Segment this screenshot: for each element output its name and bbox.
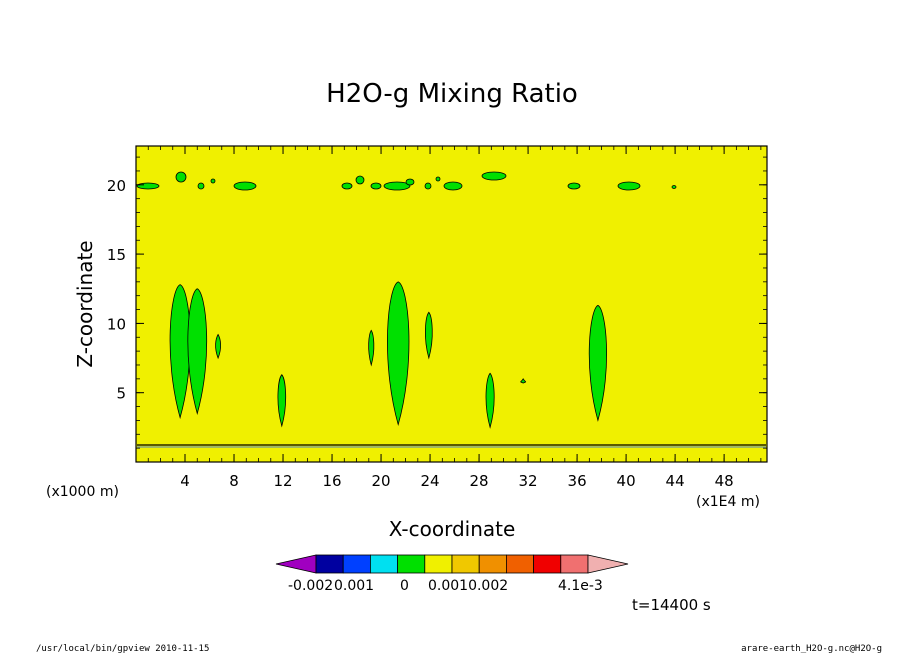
upper-contour — [136, 182, 160, 190]
colorbar-label-4: 4.1e-3 — [558, 578, 603, 594]
x-tick-label: 12 — [273, 472, 292, 490]
colorbar-label-0: -0.002 — [288, 578, 333, 594]
x-tick-label: 36 — [568, 472, 587, 490]
colorbar-segment — [315, 554, 344, 574]
upper-contour — [671, 185, 677, 189]
x-tick-label: 8 — [229, 472, 239, 490]
x-tick-label: 28 — [470, 472, 489, 490]
cloud-contour-6 — [425, 311, 433, 360]
upper-contour — [443, 181, 463, 191]
cloud-contour-8 — [520, 378, 527, 384]
upper-contour — [233, 181, 257, 191]
colorbar-max-arrow — [587, 554, 629, 574]
colorbar-label-3: 0.0010.002 — [428, 578, 508, 594]
footer-left: /usr/local/bin/gpview 2010-11-15 — [36, 644, 209, 654]
colorbar-segment — [369, 554, 398, 574]
plot-frame — [135, 145, 768, 463]
y-ticks: 5 10 15 20 — [107, 156, 767, 449]
colorbar-segment — [478, 554, 507, 574]
upper-contour — [383, 181, 411, 191]
x-unit-left: (x1000 m) — [46, 484, 119, 500]
x-tick-label: 44 — [666, 472, 685, 490]
upper-contour — [617, 181, 641, 191]
cloud-contours — [169, 281, 607, 429]
colorbar-segment — [560, 554, 589, 574]
x-tick-label: 48 — [715, 472, 734, 490]
upper-level-contours — [136, 171, 677, 191]
x-tick-label: 24 — [421, 472, 440, 490]
x-ticks: 4 8 12 16 20 24 28 32 36 40 44 48 — [147, 146, 762, 490]
plot-background — [136, 146, 767, 462]
x-tick-label: 40 — [617, 472, 636, 490]
y-tick-label: 10 — [107, 315, 126, 333]
upper-contour — [341, 182, 353, 190]
upper-contour — [355, 175, 365, 185]
upper-contour — [370, 182, 382, 190]
time-label: t=14400 s — [632, 596, 711, 614]
colorbar-segment — [451, 554, 480, 574]
y-tick-label: 5 — [116, 385, 126, 403]
chart-title: H2O-g Mixing Ratio — [326, 79, 578, 109]
x-tick-label: 32 — [519, 472, 538, 490]
upper-contour — [210, 178, 216, 184]
upper-contour — [424, 182, 432, 190]
upper-contour — [481, 171, 507, 181]
footer-right: arare-earth_H2O-g.nc@H2O-g — [741, 644, 882, 654]
y-tick-label: 15 — [107, 246, 126, 264]
colorbar-segment — [505, 554, 534, 574]
y-axis-label: Z-coordinate — [73, 240, 97, 367]
y-tick-label: 20 — [107, 177, 126, 195]
colorbar-min-arrow — [275, 554, 317, 574]
cloud-contour-4 — [368, 329, 375, 367]
colorbar-label-1: 0.001 — [334, 578, 374, 594]
x-axis-label: X-coordinate — [389, 517, 516, 541]
upper-contour — [405, 178, 415, 186]
upper-contour — [197, 182, 205, 190]
cloud-contour-7 — [485, 372, 495, 429]
upper-contour — [435, 176, 441, 182]
x-tick-label: 20 — [372, 472, 391, 490]
x-tick-label: 16 — [322, 472, 341, 490]
cloud-contour-2 — [215, 333, 221, 360]
colorbar-segment — [342, 554, 371, 574]
cloud-contour-3 — [277, 374, 287, 428]
cloud-contour-5 — [387, 281, 410, 427]
colorbar-segment — [397, 554, 426, 574]
upper-contour — [175, 171, 187, 183]
colorbar — [275, 554, 629, 574]
cloud-contour-1 — [187, 288, 208, 415]
x-tick-label: 4 — [180, 472, 190, 490]
cloud-contour-9 — [588, 304, 607, 422]
x-unit-right: (x1E4 m) — [696, 494, 760, 510]
colorbar-segment — [533, 554, 562, 574]
upper-contour — [567, 182, 581, 190]
colorbar-segment — [424, 554, 453, 574]
colorbar-label-2: 0 — [400, 578, 409, 594]
